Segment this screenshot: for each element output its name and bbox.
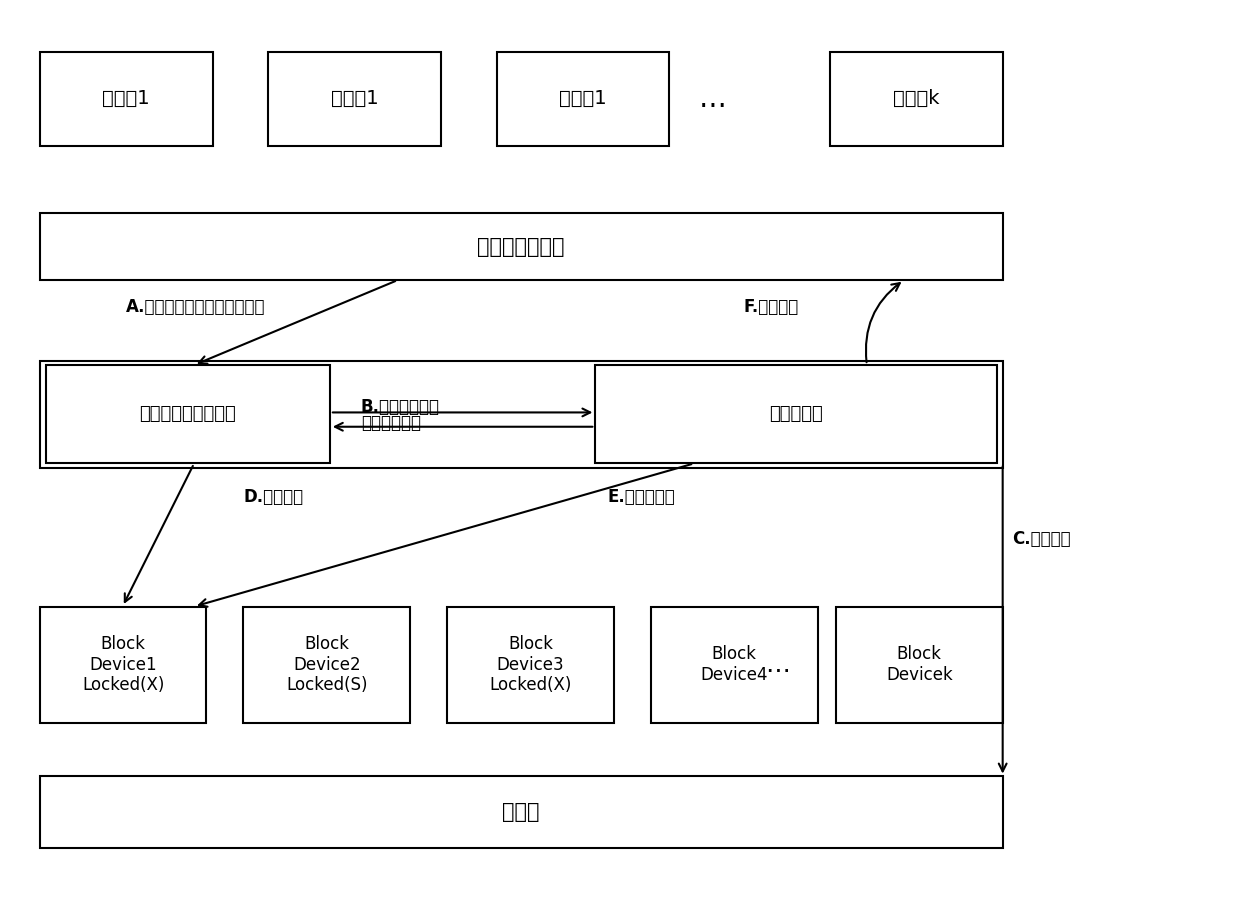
- Text: …: …: [698, 86, 727, 113]
- Text: 虚拟机管理平台: 虚拟机管理平台: [477, 237, 565, 256]
- Bar: [448, 607, 614, 723]
- Text: 虚拟机1: 虚拟机1: [559, 89, 606, 108]
- Text: F.返回结果: F.返回结果: [744, 298, 799, 316]
- Text: …: …: [765, 652, 790, 677]
- Bar: [830, 52, 1003, 146]
- Text: Block
Device3
Locked(X): Block Device3 Locked(X): [490, 634, 572, 695]
- Bar: [40, 607, 207, 723]
- Bar: [40, 777, 1003, 848]
- Text: Block
Devicek: Block Devicek: [885, 645, 952, 684]
- Text: Block
Device2
Locked(S): Block Device2 Locked(S): [286, 634, 367, 695]
- Text: Block
Device4: Block Device4: [701, 645, 768, 684]
- Text: C.存储池锁: C.存储池锁: [1013, 530, 1071, 548]
- Text: E.锁请求结果: E.锁请求结果: [608, 488, 676, 506]
- Text: A.存储卷访问（虚拟机操作）: A.存储卷访问（虚拟机操作）: [126, 298, 265, 316]
- Text: 权限管理与校验服务: 权限管理与校验服务: [140, 405, 237, 423]
- Text: 锁管理服务: 锁管理服务: [769, 405, 823, 423]
- Text: 存储池: 存储池: [502, 802, 539, 823]
- Bar: [496, 52, 670, 146]
- Text: Block
Device1
Locked(X): Block Device1 Locked(X): [82, 634, 165, 695]
- Text: B.请求存储池、: B.请求存储池、: [361, 398, 440, 416]
- Bar: [268, 52, 441, 146]
- Text: 存储卷锁服务: 存储卷锁服务: [361, 414, 420, 432]
- Text: 虚拟机k: 虚拟机k: [893, 89, 940, 108]
- Text: 虚拟机1: 虚拟机1: [103, 89, 150, 108]
- Bar: [40, 52, 212, 146]
- Bar: [595, 365, 997, 464]
- Bar: [40, 361, 1003, 468]
- Bar: [836, 607, 1003, 723]
- Text: 虚拟机1: 虚拟机1: [331, 89, 378, 108]
- Bar: [46, 365, 330, 464]
- Bar: [243, 607, 410, 723]
- Bar: [651, 607, 817, 723]
- Bar: [40, 213, 1003, 280]
- Text: D.存储卷锁: D.存储卷锁: [243, 488, 304, 506]
